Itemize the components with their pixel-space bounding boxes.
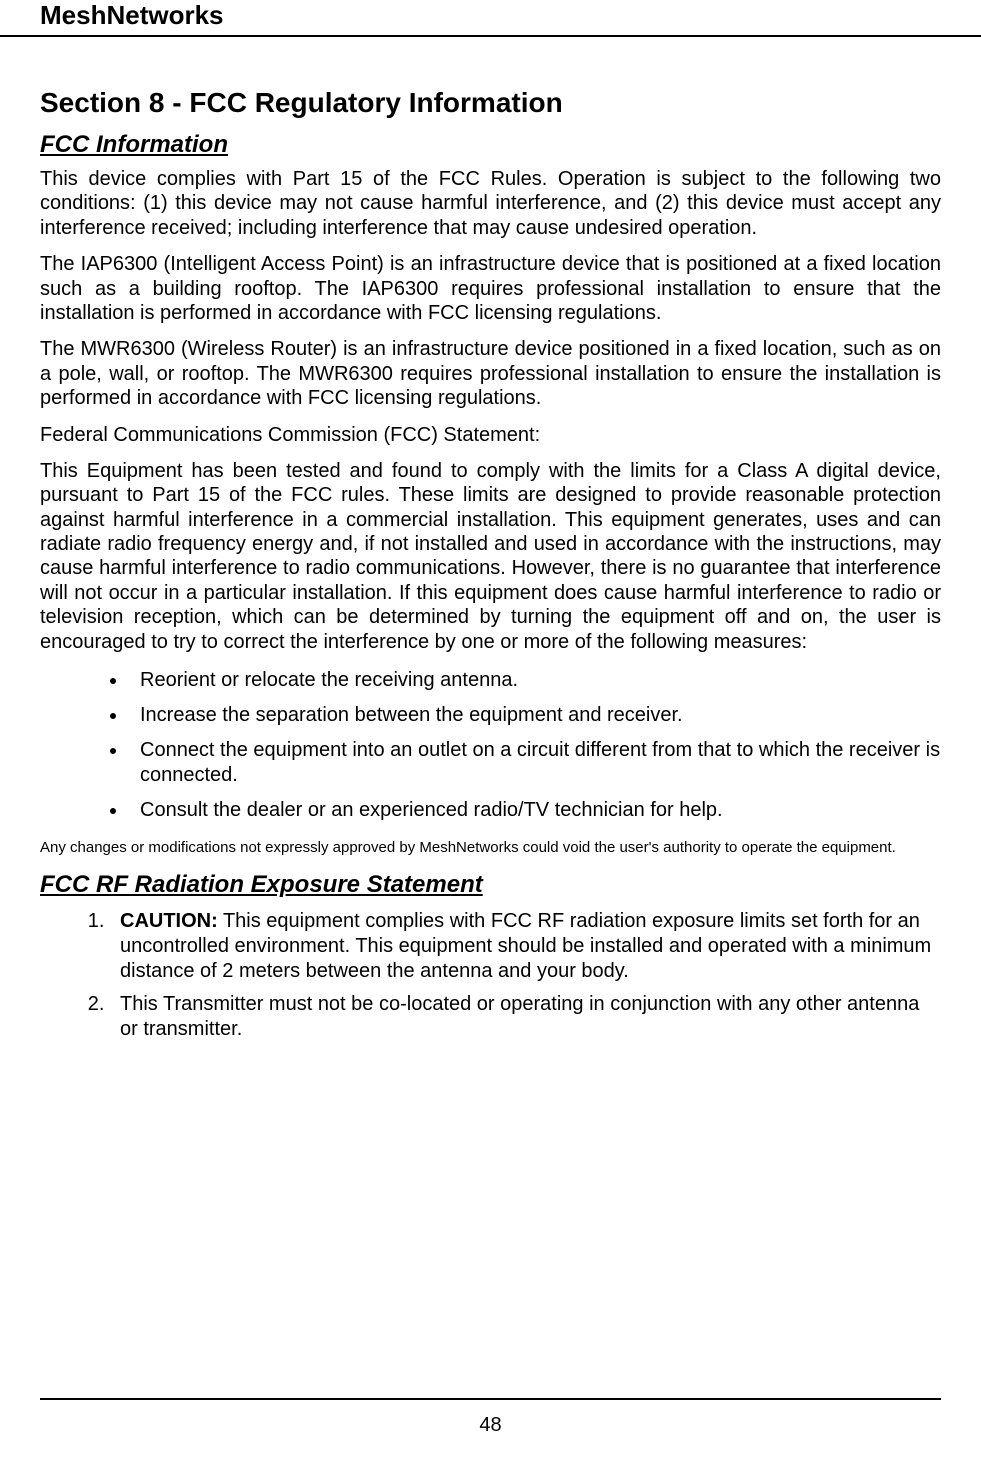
modifications-notice: Any changes or modifications not express… — [40, 839, 941, 857]
paragraph-compliance: This device complies with Part 15 of the… — [40, 167, 941, 240]
list-item-text: This equipment complies with FCC RF radi… — [120, 910, 931, 982]
caution-label: CAUTION: — [120, 910, 218, 932]
list-item-text: This Transmitter must not be co-located … — [120, 993, 919, 1040]
paragraph-mwr6300: The MWR6300 (Wireless Router) is an infr… — [40, 337, 941, 410]
list-item: This Transmitter must not be co-located … — [110, 992, 941, 1042]
list-item: CAUTION: This equipment complies with FC… — [110, 909, 941, 984]
fcc-info-heading: FCC Information — [40, 131, 941, 159]
list-item: Increase the separation between the equi… — [128, 703, 941, 728]
paragraph-fcc-statement-label: Federal Communications Commission (FCC) … — [40, 423, 941, 447]
paragraph-fcc-statement-body: This Equipment has been tested and found… — [40, 459, 941, 654]
rf-exposure-heading: FCC RF Radiation Exposure Statement — [40, 871, 941, 899]
page-number: 48 — [40, 1414, 941, 1437]
list-item: Reorient or relocate the receiving anten… — [128, 668, 941, 693]
measures-list: Reorient or relocate the receiving anten… — [40, 668, 941, 823]
list-item: Connect the equipment into an outlet on … — [128, 738, 941, 788]
section-title: Section 8 - FCC Regulatory Information — [40, 87, 941, 119]
list-item: Consult the dealer or an experienced rad… — [128, 798, 941, 823]
paragraph-iap6300: The IAP6300 (Intelligent Access Point) i… — [40, 252, 941, 325]
rf-exposure-list: CAUTION: This equipment complies with FC… — [40, 909, 941, 1042]
brand-title: MeshNetworks — [40, 0, 941, 31]
footer-divider — [40, 1398, 941, 1400]
